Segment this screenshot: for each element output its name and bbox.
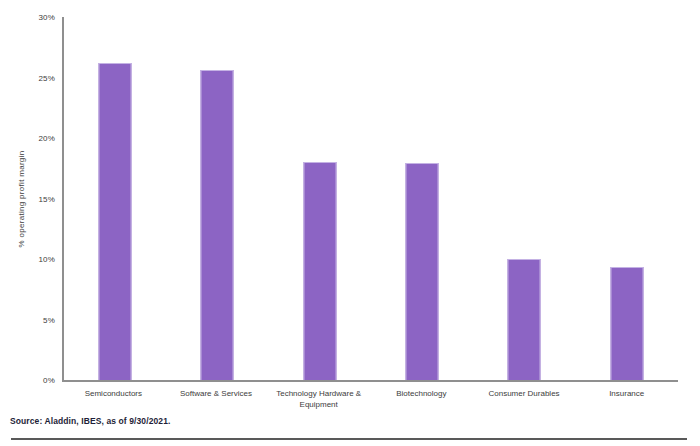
bar-slot	[576, 17, 678, 380]
x-axis-labels: SemiconductorsSoftware & ServicesTechnol…	[62, 388, 678, 410]
bar	[508, 259, 541, 380]
bar-slot	[371, 17, 473, 380]
bar-slot	[64, 17, 166, 380]
x-category-label: Technology Hardware & Equipment	[267, 388, 370, 410]
x-category-label: Semiconductors	[62, 388, 165, 410]
x-category-label: Biotechnology	[370, 388, 473, 410]
x-category-label: Insurance	[575, 388, 678, 410]
bar	[99, 63, 132, 380]
source-note: Source: Aladdin, IBES, as of 9/30/2021.	[10, 416, 170, 426]
bar	[406, 163, 439, 380]
x-category-label: Software & Services	[165, 388, 268, 410]
bar-chart-figure: % operating profit margin 0%5%10%15%20%2…	[0, 0, 700, 446]
y-axis-title: % operating profit margin	[17, 151, 26, 248]
bars-container	[64, 17, 678, 380]
y-tick-label: 5%	[43, 315, 55, 324]
y-tick-label: 25%	[38, 73, 55, 82]
bar-slot	[269, 17, 371, 380]
bar	[303, 162, 336, 380]
plot-area: 0%5%10%15%20%25%30%	[62, 17, 678, 382]
y-tick-label: 10%	[38, 255, 55, 264]
x-category-label: Consumer Durables	[473, 388, 576, 410]
y-tick-label: 30%	[38, 13, 55, 22]
y-tick-label: 0%	[43, 376, 55, 385]
bar	[610, 267, 643, 380]
bar-slot	[166, 17, 268, 380]
bar-slot	[473, 17, 575, 380]
divider-line	[11, 438, 687, 440]
y-tick-label: 20%	[38, 134, 55, 143]
y-tick-label: 15%	[38, 194, 55, 203]
bar	[201, 70, 234, 380]
